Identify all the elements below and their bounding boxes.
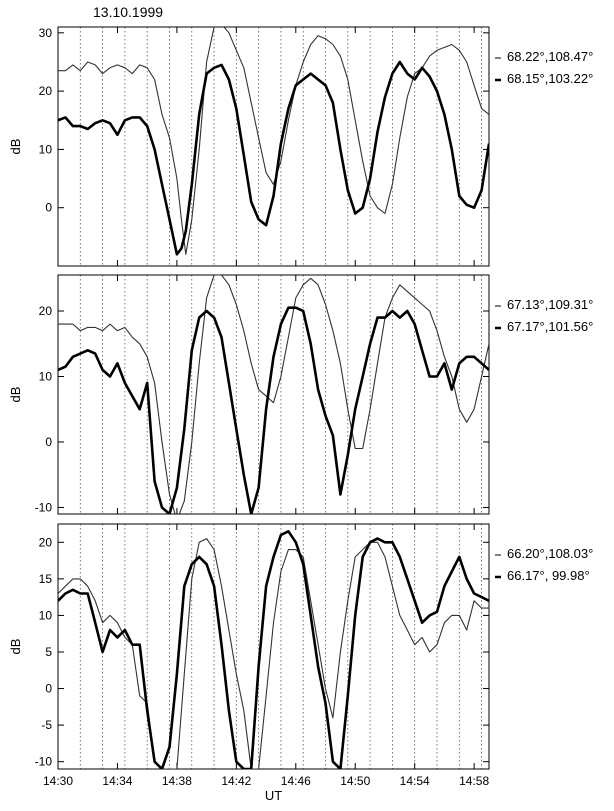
- series-line-thick: [58, 306, 489, 514]
- x-tick-label: 14:58: [459, 774, 489, 788]
- y-tick-label: 0: [45, 201, 52, 215]
- legend-label: 68.22°,108.47°: [507, 49, 593, 64]
- x-tick-label: 14:34: [102, 774, 132, 788]
- x-tick-label: 14:42: [221, 774, 251, 788]
- legend-label: 66.20°,108.03°: [507, 546, 593, 561]
- series-line-thick: [58, 60, 489, 256]
- y-tick-label: 10: [39, 608, 53, 622]
- legend-label: 67.13°,109.31°: [507, 297, 593, 312]
- y-tick-label: 30: [39, 26, 53, 40]
- y-tick-label: 10: [39, 142, 53, 156]
- chart-panel-3: -10 -5 0 5 10 15 20 14:30 14:34 14:38 14:42 14:46 14…: [8, 523, 593, 803]
- x-tick-label: 14:50: [340, 774, 370, 788]
- plot-frame: [57, 26, 490, 267]
- y-tick-label: 10: [39, 369, 53, 383]
- legend-label: 66.17°, 99.98°: [507, 568, 590, 583]
- plot-frame: [57, 523, 490, 770]
- series-line-thick: [58, 529, 489, 769]
- series-line-thin: [58, 27, 489, 255]
- y-axis-title: dB: [8, 139, 23, 155]
- chart-panel-1: 0 10 20 30 dB 68.22°,108.47° 68.15°,103.22°: [8, 26, 593, 267]
- y-tick-label: 0: [45, 682, 52, 696]
- y-tick-label: 15: [39, 572, 53, 586]
- y-tick-label: 0: [45, 435, 52, 449]
- x-tick-label: 14:30: [43, 774, 73, 788]
- x-axis-title: UT: [265, 788, 282, 803]
- y-tick-label: 20: [39, 304, 53, 318]
- y-axis-title: dB: [8, 639, 23, 655]
- x-tick-label: 14:38: [162, 774, 192, 788]
- y-tick-label: 20: [39, 84, 53, 98]
- chart-panel-2: -10 0 10 20 dB 67.13°,109.31° 67.17°,101.56°: [8, 274, 593, 515]
- y-tick-label: -5: [41, 718, 52, 732]
- series-line-thin: [58, 275, 489, 514]
- series-line-thin: [58, 538, 489, 769]
- y-axis-title: dB: [8, 387, 23, 403]
- y-tick-label: 5: [45, 645, 52, 659]
- x-tick-label: 14:46: [281, 774, 311, 788]
- plot-frame: [57, 274, 490, 515]
- y-tick-label: -10: [35, 755, 53, 769]
- y-tick-label: 20: [39, 535, 53, 549]
- legend-label: 68.15°,103.22°: [507, 71, 593, 86]
- y-tick-label: -10: [35, 500, 53, 514]
- x-tick-label: 14:54: [400, 774, 430, 788]
- legend-label: 67.17°,101.56°: [507, 319, 593, 334]
- chart-date-label: 13.10.1999: [93, 4, 164, 20]
